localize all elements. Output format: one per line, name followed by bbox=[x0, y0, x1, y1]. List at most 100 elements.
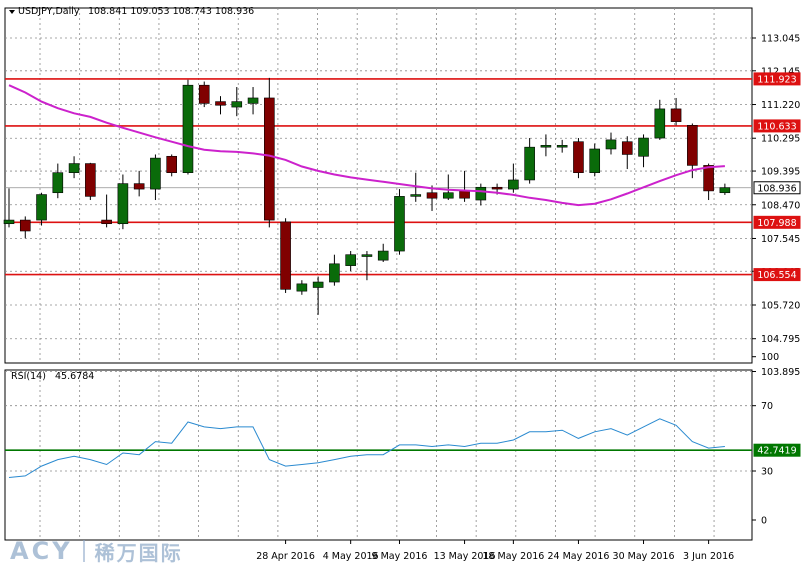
rsi-tick-label: 100 bbox=[761, 352, 779, 363]
candle-body bbox=[361, 254, 373, 257]
candle-body bbox=[719, 187, 731, 194]
candle-body bbox=[540, 145, 552, 148]
candle-body bbox=[410, 194, 422, 197]
rsi-tick-label: 70 bbox=[761, 401, 773, 412]
watermark-logo: ACY 稀万国际 bbox=[10, 536, 183, 566]
candle-body bbox=[166, 155, 177, 173]
candle-body bbox=[215, 101, 226, 106]
candle-body bbox=[573, 141, 584, 173]
candle-body bbox=[508, 179, 519, 190]
candle-body bbox=[247, 97, 259, 104]
y-tick-label: 111.220 bbox=[761, 100, 800, 111]
candle-body bbox=[133, 183, 145, 190]
candle-body bbox=[394, 196, 405, 252]
candle-body bbox=[426, 192, 438, 199]
x-tick-label: 9 May 2016 bbox=[372, 551, 428, 562]
y-tick-label: 103.895 bbox=[761, 367, 800, 378]
moving-average bbox=[8, 84, 725, 207]
price-labels: 111.923 110.633 107.988 106.554 108.936 42.74… bbox=[753, 72, 801, 457]
watermark-cn: 稀万国际 bbox=[94, 540, 183, 565]
x-tick-label: 30 May 2016 bbox=[613, 551, 675, 562]
candle-body bbox=[312, 281, 324, 288]
y-tick-label: 109.395 bbox=[761, 167, 800, 178]
rsi-panel-frame bbox=[4, 369, 753, 541]
y-tick-label: 107.545 bbox=[761, 234, 800, 245]
candle-body bbox=[68, 163, 80, 173]
candle-body bbox=[654, 108, 666, 139]
level-label-box bbox=[753, 215, 801, 229]
candle-body bbox=[556, 145, 568, 148]
candle-body bbox=[264, 97, 275, 221]
candle-body bbox=[19, 219, 31, 232]
level-label: 111.923 bbox=[757, 74, 796, 85]
candle-body bbox=[296, 283, 308, 292]
x-tick-label: 18 May 2016 bbox=[482, 551, 544, 562]
candle-body bbox=[475, 186, 487, 201]
price-axis: 113.045 112.145 111.220 110.295 109.395 108.4… bbox=[752, 34, 800, 527]
candle-body bbox=[117, 183, 129, 225]
y-tick-label: 112.145 bbox=[761, 66, 800, 77]
candle-body bbox=[670, 108, 682, 122]
candle-body bbox=[101, 219, 112, 225]
x-tick-label: 28 Apr 2016 bbox=[256, 551, 315, 562]
rsi-tick-label: 0 bbox=[761, 516, 767, 527]
candlestick-series bbox=[3, 77, 731, 315]
main-panel-frame bbox=[4, 7, 753, 364]
current-price-label-box bbox=[753, 181, 801, 195]
candle-body bbox=[150, 157, 161, 190]
candle-body bbox=[687, 124, 698, 166]
candle-body bbox=[36, 194, 47, 221]
level-label-box bbox=[753, 268, 801, 282]
y-tick-label: 108.470 bbox=[761, 200, 800, 211]
candle-body bbox=[524, 146, 535, 181]
candle-body bbox=[703, 165, 714, 192]
resistance-lines bbox=[5, 78, 752, 276]
candle-body bbox=[85, 163, 96, 197]
x-tick-label: 13 May 2016 bbox=[434, 551, 496, 562]
level-label-box bbox=[753, 72, 801, 86]
y-tick-label: 104.795 bbox=[761, 334, 800, 345]
candle-body bbox=[231, 101, 243, 108]
ohlc-values: 108.841 109.053 108.743 108.936 bbox=[88, 6, 254, 17]
rsi-series bbox=[5, 418, 752, 478]
candle-body bbox=[3, 219, 15, 225]
candle-body bbox=[589, 148, 601, 173]
candle-body bbox=[459, 190, 470, 199]
candle-body bbox=[182, 84, 194, 173]
symbol-title: USDJPY,Daily bbox=[18, 6, 80, 17]
candle-body bbox=[345, 254, 356, 266]
ma-line bbox=[8, 84, 725, 207]
candle-body bbox=[377, 250, 389, 261]
rsi-value: 45.6784 bbox=[55, 371, 94, 382]
candle-body bbox=[52, 172, 64, 194]
rsi-header: RSI(14) 45.6784 bbox=[11, 371, 94, 382]
rsi-level-label-box bbox=[753, 443, 801, 457]
current-price-label: 108.936 bbox=[757, 183, 796, 194]
x-tick-label: 24 May 2016 bbox=[547, 551, 609, 562]
level-label: 110.633 bbox=[757, 121, 796, 132]
candle-body bbox=[442, 192, 454, 199]
rsi-tick-label: 30 bbox=[761, 467, 773, 478]
level-label: 107.988 bbox=[757, 218, 796, 229]
candle-body bbox=[491, 186, 503, 190]
candle-body bbox=[329, 263, 340, 283]
y-tick-label: 110.295 bbox=[761, 134, 800, 145]
y-tick-label: 113.045 bbox=[761, 34, 800, 45]
candle-body bbox=[605, 139, 617, 150]
rsi-label: RSI(14) bbox=[11, 371, 46, 382]
watermark-latin: ACY bbox=[10, 537, 73, 565]
candle-body bbox=[621, 141, 633, 155]
rsi-line bbox=[8, 418, 725, 478]
y-tick-label: 105.720 bbox=[761, 300, 800, 311]
x-tick-label: 4 May 2016 bbox=[323, 551, 379, 562]
chart-header: USDJPY,Daily 108.841 109.053 108.743 108… bbox=[9, 6, 254, 17]
caret-down-icon bbox=[9, 10, 15, 14]
candle-body bbox=[638, 137, 649, 157]
x-tick-label: 3 Jun 2016 bbox=[683, 551, 734, 562]
watermark-divider bbox=[82, 540, 85, 562]
level-label-box bbox=[753, 119, 801, 133]
level-label: 106.554 bbox=[757, 270, 796, 281]
